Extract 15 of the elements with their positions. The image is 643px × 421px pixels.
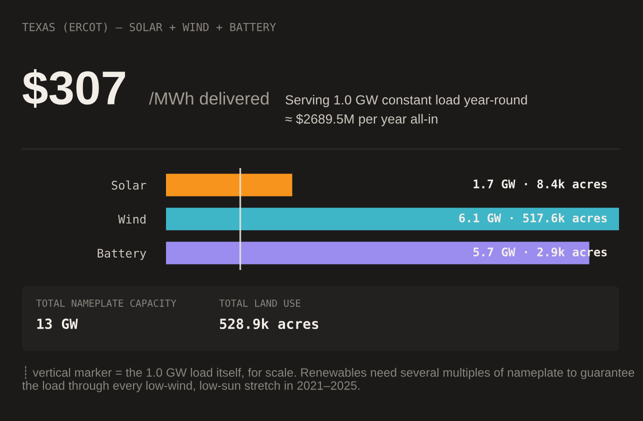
y-tick-label: Battery <box>98 248 146 260</box>
text: TOTAL NAMEPLATE CAPACITY <box>36 299 176 307</box>
text: $307 <box>22 69 125 108</box>
text: /MWh delivered <box>149 92 268 105</box>
text: ┊ vertical marker = the 1.0 GW load itself, for scale. Renewables need several multiples of nameplate to guarantee the load through every low-wind, low-sun stretch in 2021–2025. <box>22 366 634 392</box>
data-label: 6.1 GW · 517.6k acres <box>459 213 607 222</box>
data-label: 1.7 GW · 8.4k acres <box>474 179 607 188</box>
text: Serving 1.0 GW constant load year-round <box>286 94 527 108</box>
text: ≈ $2689.5M per year all-in <box>285 114 438 126</box>
text: 528.9k acres <box>220 318 318 330</box>
y-tick-label: Solar <box>112 180 146 190</box>
text: TOTAL LAND USE <box>219 299 300 307</box>
chart-title: TEXAS (ERCOT) — SOLAR + WIND + BATTERY <box>22 22 276 33</box>
y-tick-label: Wind <box>118 214 146 224</box>
text: 13 GW <box>37 318 78 330</box>
